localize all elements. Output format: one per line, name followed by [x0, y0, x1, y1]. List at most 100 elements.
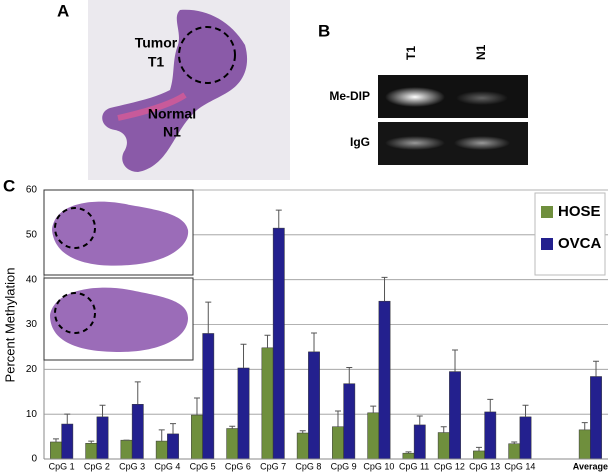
- error-bar: [370, 405, 377, 413]
- bar: [261, 347, 274, 460]
- x-tick-label: CpG 1: [49, 461, 75, 471]
- error-bar: [264, 334, 271, 348]
- panel-letter: A: [57, 1, 69, 20]
- error-bar: [205, 301, 212, 334]
- error-bar: [416, 415, 423, 425]
- error-bar: [99, 404, 106, 417]
- legend-label: OVCA: [558, 235, 602, 252]
- error-bar: [381, 276, 388, 302]
- x-tick-label: CpG 3: [119, 461, 145, 471]
- bar: [272, 227, 285, 460]
- bar: [590, 376, 602, 460]
- bar: [61, 423, 74, 460]
- bar: [473, 450, 485, 460]
- error-bar: [487, 398, 494, 412]
- bar: [308, 351, 320, 460]
- legend-swatch: [541, 206, 553, 218]
- bar: [402, 452, 415, 460]
- y-axis-label: Percent Methylation: [2, 268, 17, 383]
- error-bar: [170, 423, 177, 434]
- error-bar: [134, 381, 141, 405]
- bar: [343, 383, 356, 460]
- panel-letter: C: [3, 176, 15, 195]
- bar: [237, 367, 250, 460]
- bar: [226, 428, 239, 460]
- panel-letter: B: [318, 21, 330, 40]
- error-bar: [311, 332, 318, 352]
- error-bar: [193, 397, 200, 416]
- error-bar: [334, 410, 341, 427]
- error-bar: [158, 429, 165, 442]
- bar: [50, 441, 62, 460]
- bar: [155, 440, 168, 460]
- y-tick-label: 10: [26, 409, 38, 420]
- bar: [449, 371, 461, 460]
- gel-image: [378, 75, 528, 165]
- gel-column: N1: [474, 44, 488, 60]
- error-bar: [475, 446, 482, 451]
- x-tick-label: CpG 11: [399, 461, 429, 471]
- x-tick-label: CpG 5: [190, 461, 216, 471]
- tissue-image: [88, 0, 290, 180]
- image-label: N1: [163, 124, 181, 140]
- error-bar: [440, 426, 447, 433]
- gel-row: IgG: [350, 135, 370, 149]
- y-tick-label: 30: [26, 319, 38, 330]
- image-label: Normal: [148, 106, 196, 122]
- y-tick-label: 0: [31, 454, 37, 465]
- x-tick-label: CpG 6: [225, 461, 251, 471]
- bar: [120, 439, 133, 460]
- image-label: T1: [148, 54, 165, 70]
- y-tick-label: 40: [26, 274, 38, 285]
- x-tick-label: CpG 9: [331, 461, 357, 471]
- bar: [96, 416, 109, 460]
- bar: [413, 424, 426, 460]
- legend-swatch: [541, 238, 553, 250]
- bar: [131, 404, 144, 460]
- x-tick-label: CpG 12: [434, 461, 465, 471]
- legend-label: HOSE: [558, 203, 601, 220]
- y-tick-label: 20: [26, 364, 38, 375]
- bar: [378, 300, 391, 460]
- inset-image: [43, 189, 194, 361]
- bar: [191, 414, 203, 460]
- image-label: Tumor: [135, 35, 178, 51]
- bar: [202, 333, 215, 460]
- bar: [296, 432, 309, 460]
- error-bar: [581, 422, 588, 430]
- bar: [437, 432, 450, 460]
- bar: [484, 411, 497, 460]
- gel-row: Me-DIP: [329, 89, 370, 103]
- x-tick-label: CpG 2: [84, 461, 110, 471]
- error-bar: [299, 430, 306, 433]
- x-tick-label: CpG 8: [295, 461, 321, 471]
- error-bar: [240, 343, 247, 368]
- y-tick-label: 60: [26, 185, 38, 196]
- y-tick-label: 50: [26, 229, 38, 240]
- bar: [578, 429, 591, 460]
- bar: [519, 416, 532, 460]
- error-bar: [52, 438, 59, 442]
- error-bar: [64, 413, 71, 425]
- x-tick-label: CpG 13: [469, 461, 500, 471]
- x-tick-label: CpG 7: [260, 461, 286, 471]
- x-tick-label: CpG 14: [504, 461, 535, 471]
- error-bar: [405, 451, 412, 454]
- error-bar: [511, 441, 518, 444]
- x-tick-label: CpG 4: [154, 461, 180, 471]
- bar: [85, 443, 98, 460]
- error-bar: [593, 360, 600, 377]
- error-bar: [275, 209, 282, 229]
- bar: [508, 443, 521, 460]
- bar: [367, 412, 380, 460]
- error-bar: [88, 440, 95, 444]
- x-tick-label: CpG 10: [363, 461, 394, 471]
- error-bar: [522, 404, 529, 417]
- bar: [167, 433, 179, 460]
- x-tick-label: Average: [573, 461, 608, 471]
- error-bar: [452, 349, 459, 372]
- error-bar: [229, 425, 236, 429]
- bar: [332, 426, 344, 460]
- error-bar: [346, 367, 353, 384]
